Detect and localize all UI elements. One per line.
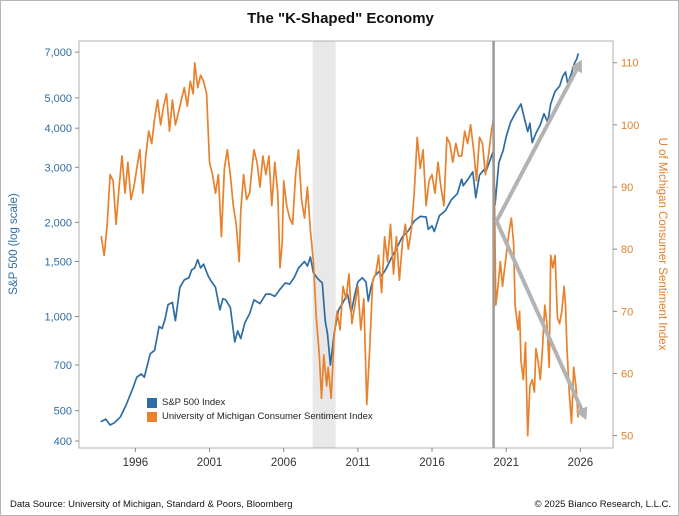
k-up-arrowhead [570,59,582,74]
legend-item-sp500: S&P 500 Index [147,397,373,408]
chart-title: The "K-Shaped" Economy [247,10,434,27]
legend-label-sp500: S&P 500 Index [162,397,226,408]
right-tick-label: 70 [621,306,633,318]
right-axis-title: U of Michigan Consumer Sentiment Index [656,138,668,351]
left-tick-label: 700 [54,360,72,372]
x-tick-label: 2026 [568,457,594,469]
right-tick-label: 110 [621,58,639,70]
chart-plot: S&P 500 (log scale) U of Michigan Consum… [8,40,668,469]
left-tick-label: 2,000 [44,217,72,229]
left-tick-label: 1,500 [44,256,72,268]
right-tick-label: 100 [621,120,639,132]
copyright-note: © 2025 Bianco Research, L.L.C. [534,499,671,510]
right-tick-label: 60 [621,368,633,380]
right-tick-label: 50 [621,431,633,443]
left-tick-label: 1,000 [44,312,72,324]
left-tick-label: 5,000 [44,93,72,105]
x-tick-label: 2016 [419,457,445,469]
sp500-legend-swatch [147,397,157,408]
x-tick-label: 1996 [123,457,149,469]
legend-item-sentiment: University of Michigan Consumer Sentimen… [147,411,373,422]
left-tick-label: 7,000 [44,47,72,59]
sp500-line [100,53,579,426]
x-tick-label: 2011 [345,457,370,469]
plot-frame [78,40,614,449]
x-tick-label: 2006 [271,457,297,469]
right-tick-label: 80 [621,244,633,256]
left-tick-label: 500 [54,406,72,418]
right-tick-label: 90 [621,182,633,194]
legend: S&P 500 Index University of Michigan Con… [147,397,373,422]
x-tick-label: 2021 [493,457,519,469]
left-tick-label: 400 [54,436,72,448]
data-source-note: Data Source: University of Michigan, Sta… [10,499,293,510]
legend-label-sentiment: University of Michigan Consumer Sentimen… [162,411,373,422]
x-tick-label: 2001 [197,457,223,469]
k-down-arrowhead [575,406,588,421]
sentiment-legend-swatch [147,411,157,422]
k-down-arrow [494,219,584,412]
footer: Data Source: University of Michigan, Sta… [1,499,678,510]
sentiment-line [100,61,579,437]
left-tick-label: 3,000 [44,162,72,174]
k-up-arrow [494,68,579,224]
left-axis-title: S&P 500 (log scale) [8,193,20,295]
left-tick-label: 4,000 [44,123,72,135]
